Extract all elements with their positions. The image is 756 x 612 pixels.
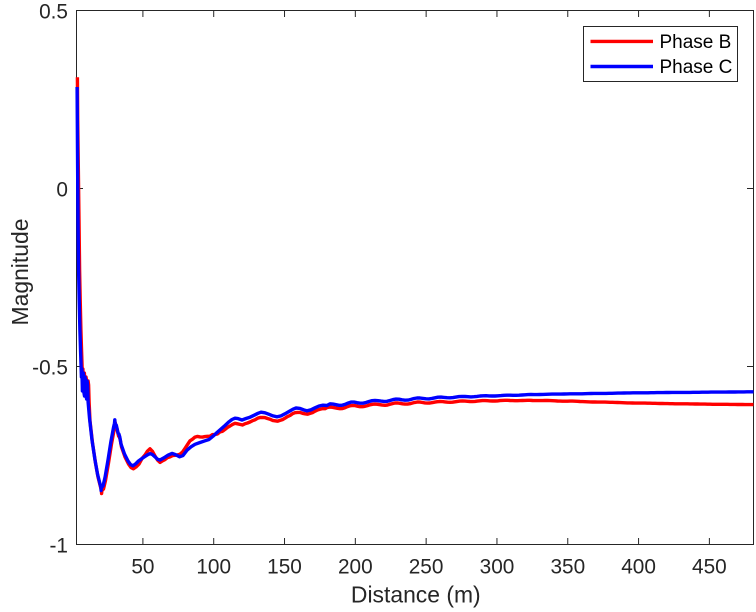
svg-text:Phase C: Phase C	[660, 57, 733, 78]
svg-text:400: 400	[621, 556, 656, 579]
svg-text:200: 200	[338, 556, 373, 579]
svg-text:-0.5: -0.5	[32, 357, 68, 380]
svg-text:150: 150	[267, 556, 302, 579]
svg-text:300: 300	[480, 556, 515, 579]
svg-text:-1: -1	[50, 535, 69, 558]
svg-text:Magnitude: Magnitude	[7, 219, 33, 326]
svg-text:Phase B: Phase B	[660, 32, 732, 53]
svg-text:450: 450	[692, 556, 727, 579]
svg-text:0: 0	[56, 179, 68, 202]
svg-text:0.5: 0.5	[39, 1, 68, 24]
svg-text:250: 250	[409, 556, 444, 579]
svg-text:100: 100	[196, 556, 231, 579]
svg-text:350: 350	[550, 556, 585, 579]
svg-text:Distance (m): Distance (m)	[351, 582, 481, 608]
svg-text:50: 50	[131, 556, 154, 579]
